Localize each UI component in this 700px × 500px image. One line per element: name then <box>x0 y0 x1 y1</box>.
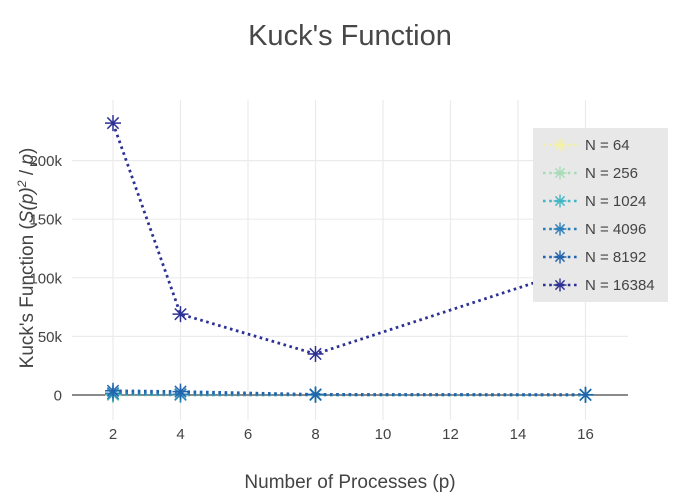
y-tick-label: 200k <box>29 153 62 170</box>
series-line <box>111 122 586 356</box>
x-tick-label: 8 <box>311 426 319 443</box>
y-axis-title-text: Kuck's Function ( <box>17 223 39 369</box>
asterisk-marker <box>554 223 566 235</box>
asterisk-marker <box>554 139 566 151</box>
x-tick-label: 2 <box>109 426 117 443</box>
legend-item-256[interactable]: N = 256 <box>542 159 668 187</box>
asterisk-marker <box>309 347 322 361</box>
asterisk-marker <box>554 251 566 263</box>
asterisk-marker <box>106 384 120 397</box>
legend-item-4096[interactable]: N = 4096 <box>542 215 668 243</box>
legend-swatch-icon <box>543 194 577 208</box>
legend-label: N = 4096 <box>585 220 647 238</box>
legend-label: N = 1024 <box>585 192 647 210</box>
asterisk-marker <box>174 385 187 398</box>
x-tick-label: 14 <box>510 426 527 443</box>
legend-item-8192[interactable]: N = 8192 <box>542 243 668 271</box>
asterisk-marker <box>579 388 592 401</box>
x-tick-label: 4 <box>176 426 184 443</box>
legend-label: N = 256 <box>585 164 638 182</box>
y-axis-title-p: p <box>17 153 39 165</box>
y-tick-label: 150k <box>29 212 62 229</box>
x-tick-label: 16 <box>577 426 594 443</box>
x-tick-label: 10 <box>375 426 392 443</box>
legend-item-16384[interactable]: N = 16384 <box>542 271 668 299</box>
asterisk-marker <box>554 195 566 207</box>
asterisk-marker <box>554 279 566 291</box>
y-tick-label: 0 <box>54 388 62 405</box>
y-axis-title-sup: 2 <box>14 180 29 188</box>
y-tick-label: 50k <box>38 329 63 346</box>
y-tick-label: 100k <box>29 270 62 287</box>
legend-swatch-icon <box>543 166 577 180</box>
legend-label: N = 16384 <box>585 276 655 294</box>
legend: N = 64 N = 256 N = 1024 N = 4096 N = 8192 N =… <box>533 128 668 302</box>
chart-title: Kuck's Function <box>248 20 452 52</box>
y-axis-title-math: S(p) <box>17 187 39 224</box>
legend-label: N = 8192 <box>585 248 647 266</box>
legend-swatch-icon <box>543 250 577 264</box>
x-tick-label: 12 <box>442 426 459 443</box>
legend-item-64[interactable]: N = 64 <box>542 131 668 159</box>
y-axis-title: Kuck's Function (S(p)2 / p) <box>15 148 39 369</box>
legend-item-1024[interactable]: N = 1024 <box>542 187 668 215</box>
asterisk-marker <box>174 307 187 321</box>
x-axis-title: Number of Processes (p) <box>244 472 456 493</box>
legend-label: N = 64 <box>585 136 630 154</box>
x-tick-label: 6 <box>244 426 252 443</box>
legend-swatch-icon <box>543 138 577 152</box>
legend-swatch-icon <box>543 222 577 236</box>
y-axis-title-close: ) <box>17 147 39 154</box>
y-axis-title-sep: / <box>17 164 39 181</box>
asterisk-marker <box>309 388 322 401</box>
asterisk-marker <box>554 167 566 179</box>
legend-swatch-icon <box>543 278 577 292</box>
asterisk-marker <box>106 116 120 130</box>
